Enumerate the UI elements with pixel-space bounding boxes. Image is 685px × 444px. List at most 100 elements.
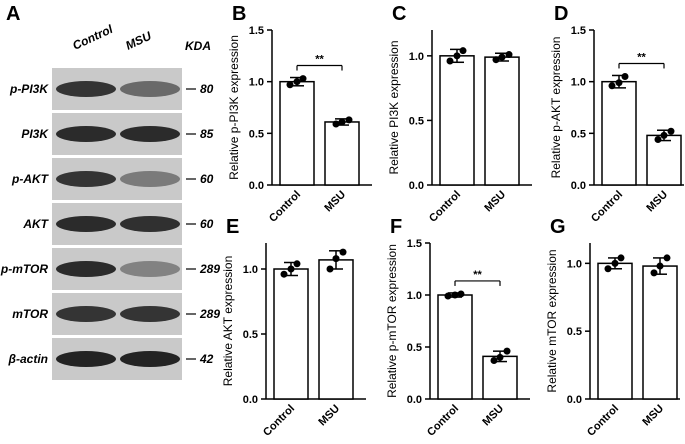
data-point xyxy=(656,262,664,270)
data-point xyxy=(615,79,623,87)
y-tick-label: 0.0 xyxy=(409,180,424,192)
data-point xyxy=(492,56,500,64)
data-point xyxy=(299,75,307,83)
y-tick-label: 0.5 xyxy=(409,115,424,127)
y-tick-label: 1.5 xyxy=(571,25,586,37)
bar xyxy=(273,268,309,400)
data-point xyxy=(280,270,288,278)
x-tick-label: Control xyxy=(425,403,461,439)
data-point xyxy=(505,51,513,59)
row-label: AKT xyxy=(22,217,49,231)
bar xyxy=(324,121,360,186)
blot-band xyxy=(56,171,116,187)
bar xyxy=(482,355,518,400)
y-tick-label: 1.0 xyxy=(571,77,586,89)
data-point xyxy=(339,248,347,256)
unit-label: KDA xyxy=(185,39,211,53)
y-tick-label: 0.5 xyxy=(407,342,422,354)
x-tick-label: MSU xyxy=(644,189,670,215)
x-tick-label: MSU xyxy=(316,403,342,429)
data-point xyxy=(293,260,301,268)
y-tick-label: 0.0 xyxy=(407,394,422,406)
data-point xyxy=(617,254,625,262)
bar xyxy=(484,56,520,186)
panel-letter: B xyxy=(232,3,246,25)
kda-label: 42 xyxy=(199,352,214,366)
blot-band xyxy=(120,351,180,367)
bar xyxy=(597,262,633,400)
data-point xyxy=(663,254,671,262)
panel-letter: A xyxy=(6,3,20,25)
data-point xyxy=(332,120,340,128)
data-point xyxy=(286,81,294,89)
x-tick-label: Control xyxy=(585,403,621,439)
data-point xyxy=(604,265,612,273)
data-point xyxy=(459,47,467,55)
data-point xyxy=(293,78,301,86)
data-point xyxy=(338,118,346,126)
y-tick-label: 1.0 xyxy=(407,290,422,302)
blot-band xyxy=(56,216,116,232)
significance-label: ** xyxy=(637,51,646,63)
y-tick-label: 0.5 xyxy=(243,329,258,341)
blot-band xyxy=(56,306,116,322)
panel-letter: D xyxy=(554,3,568,25)
blot-band xyxy=(56,81,116,97)
bar xyxy=(439,55,475,186)
data-point xyxy=(496,353,504,361)
y-axis-label: Relative p-PI3K expression xyxy=(227,35,241,180)
bar xyxy=(318,259,354,400)
blot-band xyxy=(120,126,180,142)
y-tick-label: 0.0 xyxy=(249,180,264,192)
y-tick-label: 1.0 xyxy=(243,264,258,276)
blot-band xyxy=(120,81,180,97)
panel-letter: E xyxy=(226,216,239,238)
y-axis-label: Relative PI3K expression xyxy=(387,40,401,174)
data-point xyxy=(654,136,662,144)
data-point xyxy=(667,127,675,135)
data-point xyxy=(608,82,616,90)
kda-label: 60 xyxy=(200,172,214,186)
x-tick-label: MSU xyxy=(482,189,508,215)
data-point xyxy=(453,52,461,60)
x-tick-label: MSU xyxy=(322,189,348,215)
y-tick-label: 1.0 xyxy=(249,77,264,89)
blot-band xyxy=(56,351,116,367)
data-point xyxy=(503,347,511,355)
row-label: p-AKT xyxy=(11,172,50,186)
column-label: MSU xyxy=(123,29,153,53)
bar xyxy=(646,134,682,186)
data-point xyxy=(457,290,465,298)
y-tick-label: 0.5 xyxy=(567,326,582,338)
bar xyxy=(437,294,473,400)
row-label: PI3K xyxy=(21,127,49,141)
kda-label: 289 xyxy=(199,262,220,276)
x-tick-label: Control xyxy=(261,403,297,439)
y-tick-label: 1.5 xyxy=(407,238,422,250)
row-label: β-actin xyxy=(8,352,48,366)
kda-label: 85 xyxy=(200,127,214,141)
blot-band xyxy=(120,306,180,322)
significance-label: ** xyxy=(315,54,324,66)
kda-label: 80 xyxy=(200,82,214,96)
x-tick-label: Control xyxy=(427,189,463,225)
data-point xyxy=(611,259,619,267)
y-axis-label: Relative p-AKT expression xyxy=(549,37,563,179)
kda-label: 60 xyxy=(200,217,214,231)
kda-label: 289 xyxy=(199,307,220,321)
data-point xyxy=(490,357,498,365)
blot-band xyxy=(120,171,180,187)
y-tick-label: 0.5 xyxy=(571,128,586,140)
data-point xyxy=(345,116,353,124)
x-tick-label: Control xyxy=(267,189,303,225)
x-tick-label: MSU xyxy=(480,403,506,429)
bar xyxy=(601,80,637,186)
y-axis-label: Relative p-mTOR expression xyxy=(385,244,399,398)
column-label: Control xyxy=(70,22,115,53)
x-tick-label: MSU xyxy=(640,403,666,429)
blot-band xyxy=(56,261,116,277)
significance-label: ** xyxy=(473,269,482,281)
data-point xyxy=(660,131,668,139)
y-tick-label: 0.5 xyxy=(249,128,264,140)
